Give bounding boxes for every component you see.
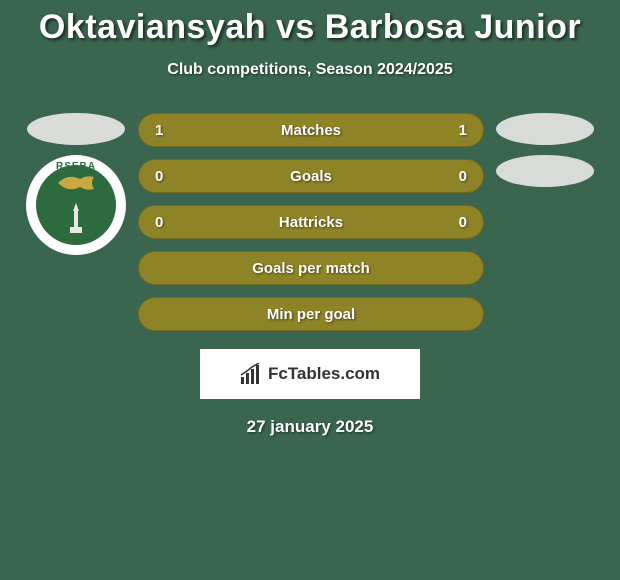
page-subtitle: Club competitions, Season 2024/2025: [0, 61, 620, 79]
fish-icon: [56, 173, 96, 198]
stat-label: Goals: [175, 168, 447, 185]
left-column: RSEBA: [26, 113, 126, 255]
left-player-oval: [27, 113, 125, 145]
stat-row: 1Matches1: [138, 113, 484, 147]
page-title: Oktaviansyah vs Barbosa Junior: [0, 8, 620, 47]
chart-icon: [240, 363, 262, 385]
right-column: [496, 113, 594, 187]
left-club-badge: RSEBA: [26, 155, 126, 255]
stat-left-value: 0: [155, 214, 175, 231]
left-club-inner: [36, 165, 116, 245]
stat-label: Matches: [175, 122, 447, 139]
brand-text: FcTables.com: [268, 364, 380, 384]
stat-left-value: 0: [155, 168, 175, 185]
right-club-oval: [496, 155, 594, 187]
stat-label: Hattricks: [175, 214, 447, 231]
right-player-oval: [496, 113, 594, 145]
main-container: Oktaviansyah vs Barbosa Junior Club comp…: [0, 0, 620, 437]
stat-right-value: 0: [447, 168, 467, 185]
stat-row: Min per goal: [138, 297, 484, 331]
stat-label: Min per goal: [175, 306, 447, 323]
stat-row: 0Hattricks0: [138, 205, 484, 239]
date-line: 27 january 2025: [0, 417, 620, 437]
stat-left-value: 1: [155, 122, 175, 139]
stat-label: Goals per match: [175, 260, 447, 277]
content-row: RSEBA 1Matches10Goals00Hattricks0Goals p…: [0, 113, 620, 331]
stat-right-value: 0: [447, 214, 467, 231]
stat-row: Goals per match: [138, 251, 484, 285]
stats-column: 1Matches10Goals00Hattricks0Goals per mat…: [138, 113, 484, 331]
stat-row: 0Goals0: [138, 159, 484, 193]
stat-right-value: 1: [447, 122, 467, 139]
brand-box[interactable]: FcTables.com: [200, 349, 420, 399]
monument-icon: [66, 203, 86, 239]
